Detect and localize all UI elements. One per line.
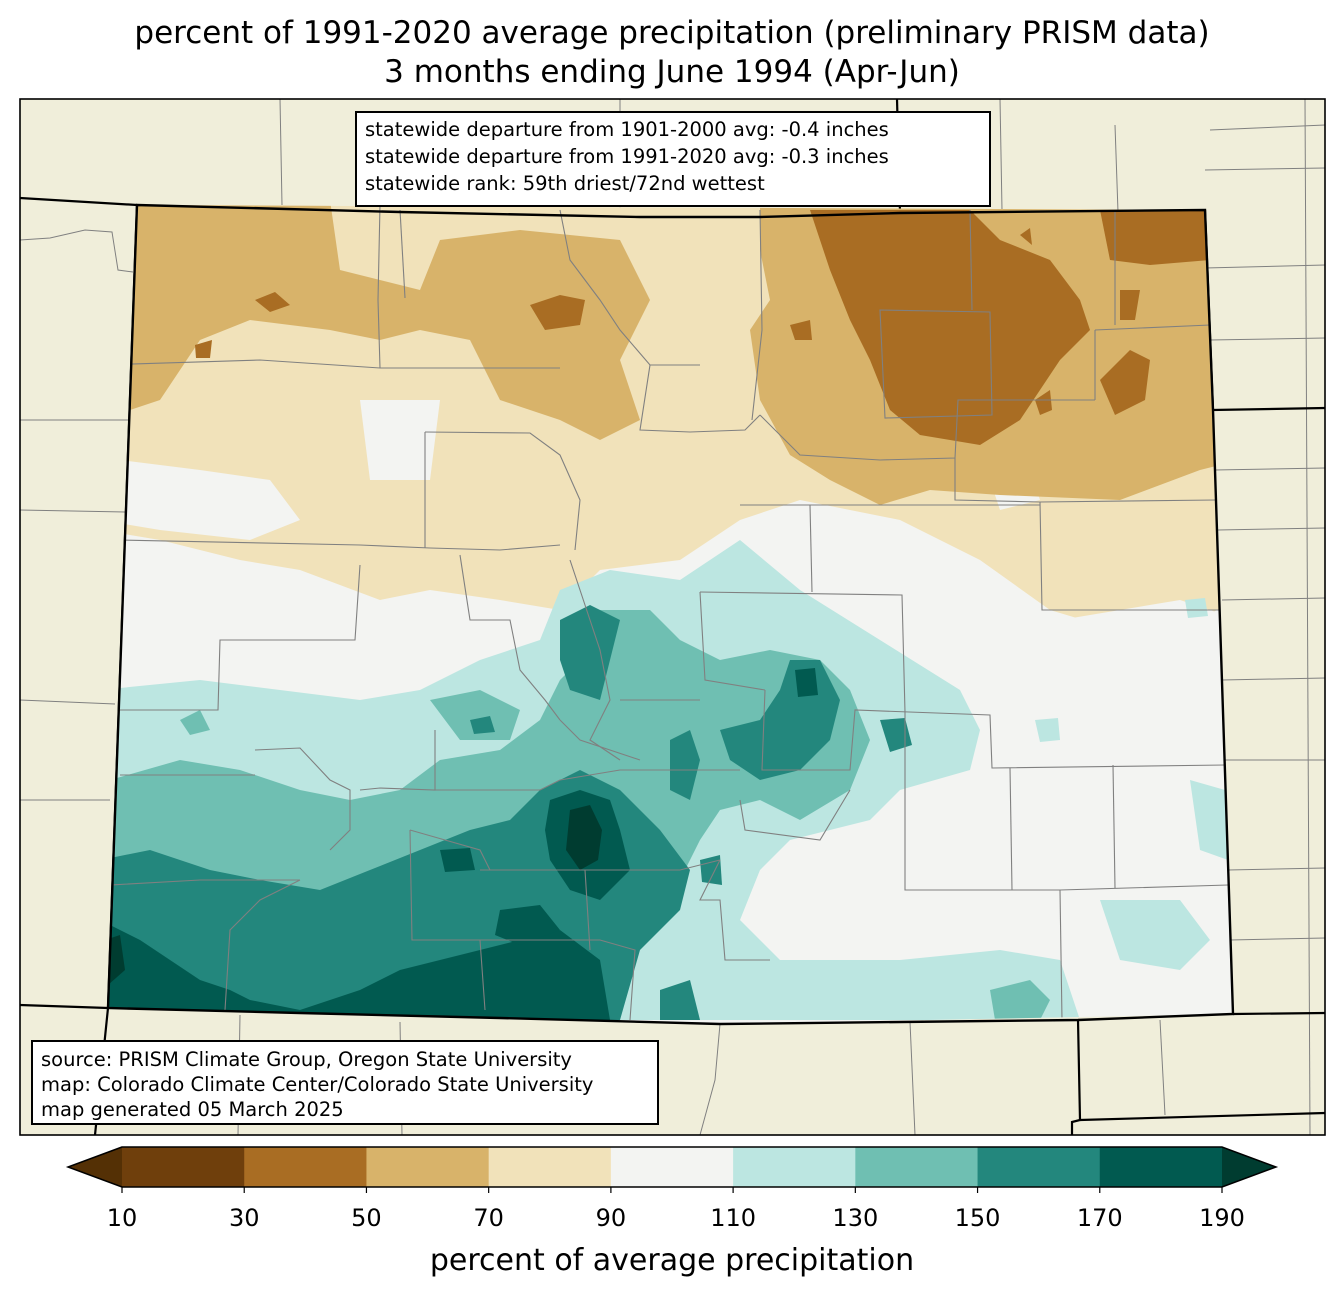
colorbar-under-arrow <box>68 1147 122 1187</box>
colorbar <box>65 1146 1279 1193</box>
departure-1901-2000: statewide departure from 1901-2000 avg: … <box>365 118 889 141</box>
colorbar-tick-label: 130 <box>832 1204 879 1232</box>
colorbar-tick-label: 10 <box>106 1204 138 1232</box>
colorbar-label: percent of average precipitation <box>429 1243 915 1278</box>
colorbar-bin-30-50 <box>244 1147 367 1187</box>
map-title-line2: 3 months ending June 1994 (Apr-Jun) <box>384 54 960 90</box>
colorbar-bin-110-130 <box>733 1147 856 1187</box>
colorbar-tick-label: 90 <box>595 1204 627 1232</box>
colorbar-bin-90-110 <box>610 1147 734 1187</box>
colorado-border <box>106 203 1235 1026</box>
precip-field <box>108 205 1233 1024</box>
colorbar-bin-150-170 <box>977 1147 1101 1187</box>
colorbar-tick-label: 110 <box>710 1204 757 1232</box>
colorbar-tick-label: 30 <box>228 1204 260 1232</box>
source-box: source: PRISM Climate Group, Oregon Stat… <box>31 1040 659 1125</box>
colorbar-bin-70-90 <box>488 1147 612 1187</box>
stats-box: statewide departure from 1901-2000 avg: … <box>355 111 991 207</box>
colorbar-bin-130-150 <box>855 1147 979 1187</box>
colorbar-tick-label: 50 <box>351 1204 382 1232</box>
generated-date-line: map generated 05 March 2025 <box>41 1098 344 1121</box>
colorbar-tick-label: 150 <box>954 1204 1001 1232</box>
colorbar-over-arrow <box>1222 1147 1276 1187</box>
map-frame <box>19 98 1326 1136</box>
map-credit-line: map: Colorado Climate Center/Colorado St… <box>41 1073 594 1096</box>
colorbar-bin-50-70 <box>366 1147 490 1187</box>
colorbar-tick-label: 170 <box>1076 1204 1123 1232</box>
colorbar-bin-10-30 <box>122 1147 245 1187</box>
colorbar-tick-label: 190 <box>1199 1204 1245 1232</box>
source-line: source: PRISM Climate Group, Oregon Stat… <box>41 1048 572 1071</box>
departure-1991-2020: statewide departure from 1991-2020 avg: … <box>365 145 889 168</box>
colorbar-tick-label: 70 <box>473 1204 504 1232</box>
statewide-rank: statewide rank: 59th driest/72nd wettest <box>365 172 765 195</box>
colorbar-bin-170-190 <box>1099 1147 1223 1187</box>
county-lines <box>108 205 1229 1021</box>
map-title-line1: percent of 1991-2020 average precipitati… <box>134 15 1210 51</box>
